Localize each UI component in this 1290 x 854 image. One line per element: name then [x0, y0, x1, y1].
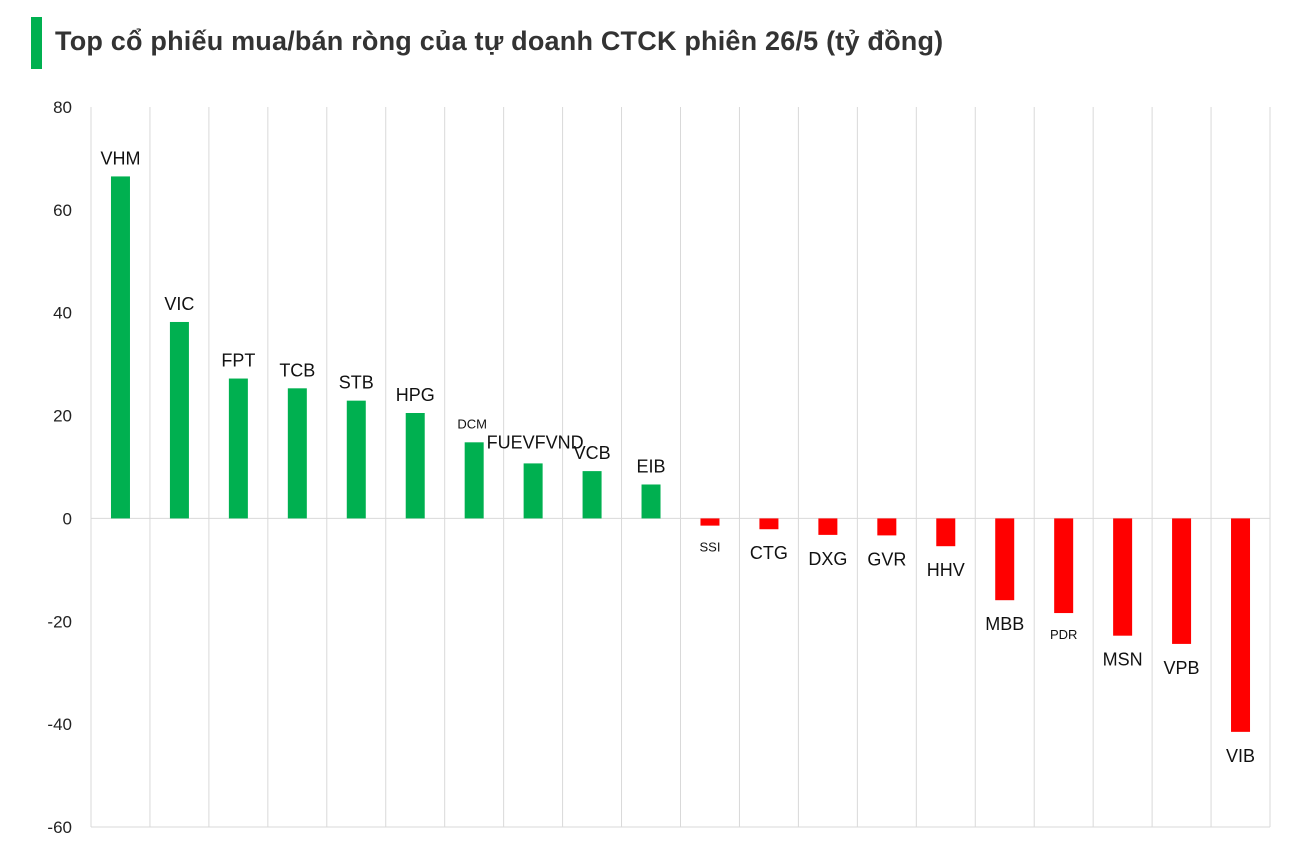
y-tick-label: 40: [53, 304, 72, 323]
bar: [405, 413, 425, 519]
bar: [110, 176, 130, 519]
bar-label: FUEVFVND: [487, 432, 584, 452]
bar-label: DCM: [457, 416, 487, 431]
y-tick-label: -20: [47, 612, 72, 631]
bar: [1231, 518, 1251, 732]
bar: [169, 321, 189, 519]
y-tick-label: -40: [47, 715, 72, 734]
bar: [995, 518, 1015, 601]
bar-label: EIB: [637, 456, 666, 476]
bar-label: MBB: [985, 614, 1024, 634]
bar: [759, 518, 779, 530]
y-tick-label: -60: [47, 818, 72, 837]
bar: [464, 442, 484, 519]
bar: [346, 400, 366, 519]
bar: [818, 518, 838, 535]
bar-label: VHM: [100, 148, 140, 168]
bar-label: CTG: [750, 543, 788, 563]
bar: [1113, 518, 1133, 636]
chart-title: Top cổ phiếu mua/bán ròng của tự doanh C…: [55, 26, 944, 56]
bar-label: VIC: [164, 294, 194, 314]
bar-label: MSN: [1103, 650, 1143, 670]
bar: [877, 518, 897, 536]
bar-label: STB: [339, 373, 374, 393]
bar-label: GVR: [867, 549, 906, 569]
bar: [582, 471, 602, 519]
bar-label: FPT: [221, 351, 255, 371]
y-tick-label: 60: [53, 201, 72, 220]
bar: [1054, 518, 1074, 614]
bar-label: VCB: [574, 443, 611, 463]
bar-label: PDR: [1050, 627, 1077, 642]
bar: [641, 484, 661, 519]
bar: [523, 463, 543, 519]
y-tick-label: 80: [53, 98, 72, 117]
y-tick-label: 20: [53, 407, 72, 426]
bar-label: HPG: [396, 385, 435, 405]
bar-label: TCB: [279, 360, 315, 380]
bar-label: VIB: [1226, 746, 1255, 766]
bar: [936, 518, 956, 547]
bar-label: SSI: [699, 540, 720, 555]
bar-label: DXG: [808, 549, 847, 569]
bar: [228, 378, 248, 519]
bar-label: VPB: [1164, 658, 1200, 678]
bar-label: HHV: [927, 560, 965, 580]
bar: [287, 388, 307, 519]
bar: [1172, 518, 1192, 644]
y-tick-label: 0: [63, 509, 72, 528]
bar: [700, 518, 720, 526]
title-accent-bar: [31, 17, 42, 69]
